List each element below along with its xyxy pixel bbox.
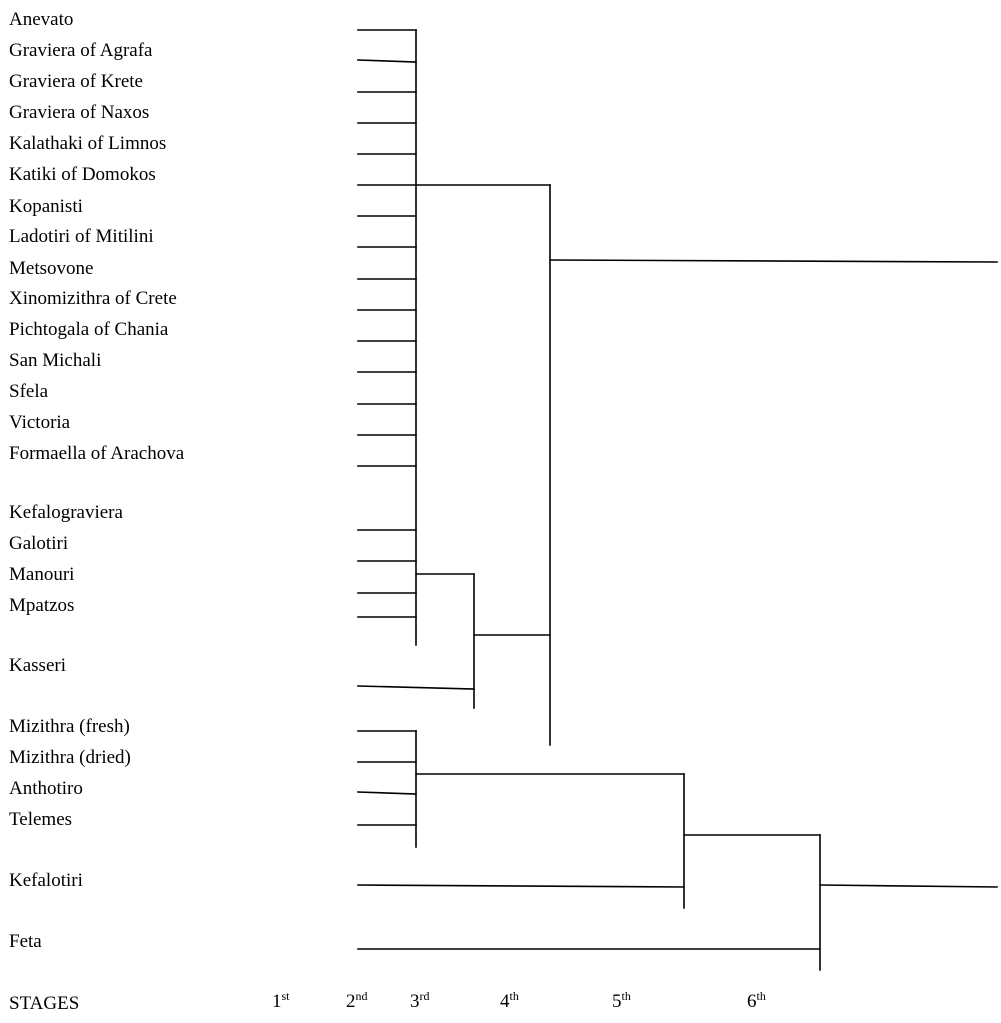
- stage-5th: 5th: [612, 990, 631, 1014]
- cluster-a-merge: [358, 185, 997, 745]
- branch-line: [550, 260, 997, 262]
- stage-3rd: 3rd: [410, 990, 430, 1014]
- stage-1st: 1st: [272, 990, 290, 1014]
- stage-number: 5: [612, 991, 622, 1012]
- stage-6th: 6th: [747, 990, 766, 1014]
- stage-number: 6: [747, 991, 757, 1012]
- stage-number: 1: [272, 991, 282, 1012]
- stage-2nd: 2nd: [346, 990, 368, 1014]
- stage-suffix: rd: [420, 989, 430, 1003]
- stage-suffix: nd: [356, 989, 368, 1003]
- cluster-a-leaves: [358, 30, 416, 645]
- stage-number: 3: [410, 991, 420, 1012]
- stage-suffix: th: [510, 989, 519, 1003]
- stage-number: 2: [346, 991, 356, 1012]
- stage-suffix: th: [622, 989, 631, 1003]
- branch-line: [820, 885, 997, 887]
- cluster-b-merge: [358, 774, 997, 970]
- stage-suffix: th: [757, 989, 766, 1003]
- branch-line: [358, 60, 416, 62]
- stage-number: 4: [500, 991, 510, 1012]
- stage-suffix: st: [282, 989, 290, 1003]
- cluster-b-leaves: [358, 731, 416, 847]
- branch-line: [358, 792, 416, 794]
- stage-4th: 4th: [500, 990, 519, 1014]
- branch-line: [358, 686, 474, 689]
- stages-label: STAGES: [9, 992, 79, 1016]
- branch-line: [358, 885, 684, 887]
